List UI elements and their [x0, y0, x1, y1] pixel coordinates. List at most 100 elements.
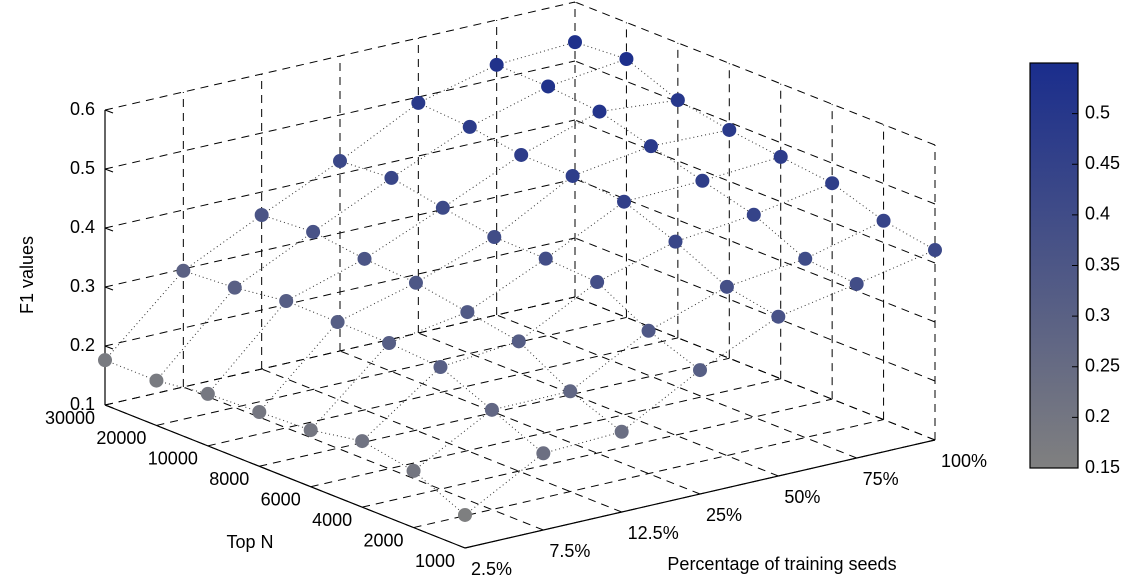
colorbar-tick-label: 0.45 — [1085, 153, 1120, 173]
y-tick-label: 8000 — [209, 469, 249, 489]
z-tick — [104, 168, 114, 173]
point — [876, 213, 891, 228]
grid-line — [574, 119, 936, 264]
point — [484, 402, 499, 417]
point — [384, 170, 399, 185]
point — [590, 275, 605, 290]
z-tick-label: 0.4 — [70, 217, 95, 237]
y-axis-label: Top N — [226, 532, 273, 552]
point — [693, 363, 707, 378]
x-tick-label: 50% — [784, 487, 820, 507]
point — [514, 147, 529, 162]
grid-line — [413, 419, 884, 529]
point — [462, 119, 477, 134]
point — [227, 280, 242, 295]
grid-line — [574, 296, 936, 441]
points — [98, 35, 942, 522]
y-tick-label: 4000 — [312, 510, 352, 530]
x-tick-label: 2.5% — [471, 559, 512, 579]
mesh-line — [156, 58, 627, 381]
point — [176, 263, 191, 278]
colorbar-tick-label: 0.15 — [1085, 457, 1120, 477]
point — [254, 208, 269, 223]
x-tick-label: 75% — [863, 469, 899, 489]
point — [306, 224, 321, 239]
point — [719, 279, 734, 294]
point — [252, 405, 267, 420]
point — [279, 294, 294, 309]
grid-line — [156, 316, 627, 426]
point — [538, 251, 553, 266]
z-tick-label: 0.3 — [70, 276, 95, 296]
point — [771, 309, 786, 324]
point — [487, 230, 502, 245]
point — [355, 434, 370, 449]
mesh-line — [413, 220, 884, 472]
x-tick-label: 12.5% — [628, 523, 679, 543]
mesh-line — [207, 99, 678, 395]
point — [382, 336, 397, 351]
point — [849, 276, 864, 291]
point — [619, 52, 634, 67]
z-tick-label: 0.2 — [70, 335, 95, 355]
z-tick-label: 0.5 — [70, 158, 95, 178]
point — [825, 176, 840, 191]
point — [330, 315, 345, 330]
point — [433, 360, 448, 375]
point — [489, 57, 504, 72]
mesh-line — [261, 214, 622, 433]
point — [511, 334, 526, 349]
point — [695, 173, 710, 188]
y-tick-label: 1000 — [415, 551, 455, 571]
colorbar-tick-label: 0.4 — [1085, 204, 1110, 224]
z-tick-label: 0.6 — [70, 99, 95, 119]
point — [641, 323, 656, 338]
x-tick-label: 25% — [706, 505, 742, 525]
grid-line — [104, 60, 576, 170]
mesh — [104, 41, 936, 516]
point — [568, 35, 582, 50]
point — [643, 139, 658, 154]
grid-line — [574, 178, 936, 323]
y-tick-label: 6000 — [261, 489, 301, 509]
grid-line — [418, 332, 779, 477]
mesh-line — [496, 64, 857, 285]
grid-line — [339, 350, 701, 495]
grid-line — [261, 368, 622, 513]
mesh-line — [104, 41, 576, 361]
grid-line — [496, 314, 857, 459]
grid-line — [574, 237, 936, 382]
z-tick-label: 0.1 — [70, 394, 95, 414]
colorbar-tick-label: 0.5 — [1085, 102, 1110, 122]
point — [200, 386, 215, 401]
point — [617, 194, 632, 209]
colorbar — [1029, 62, 1079, 469]
point — [722, 122, 737, 137]
z-tick — [104, 227, 114, 232]
point — [670, 93, 685, 108]
point — [303, 423, 318, 438]
mesh-line — [339, 160, 701, 371]
grid-line — [310, 378, 781, 488]
z-tick — [104, 286, 114, 291]
point — [408, 275, 423, 290]
point — [563, 384, 578, 399]
mesh-line — [183, 270, 544, 454]
point — [149, 373, 164, 388]
point — [333, 154, 347, 169]
point — [614, 424, 629, 439]
z-axis-label: F1 values — [17, 236, 37, 314]
point — [357, 251, 372, 266]
y-tick-label: 10000 — [148, 449, 198, 469]
point — [541, 79, 556, 94]
y-tick-label: 2000 — [364, 530, 404, 550]
colorbar-tick-label: 0.25 — [1085, 356, 1120, 376]
colorbar-tick-label: 0.35 — [1085, 254, 1120, 274]
grid-line — [104, 296, 576, 406]
point — [411, 95, 426, 110]
point — [773, 149, 788, 164]
point — [928, 243, 942, 258]
point — [406, 463, 421, 478]
